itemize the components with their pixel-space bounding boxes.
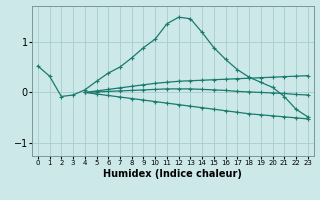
X-axis label: Humidex (Indice chaleur): Humidex (Indice chaleur) bbox=[103, 169, 242, 179]
